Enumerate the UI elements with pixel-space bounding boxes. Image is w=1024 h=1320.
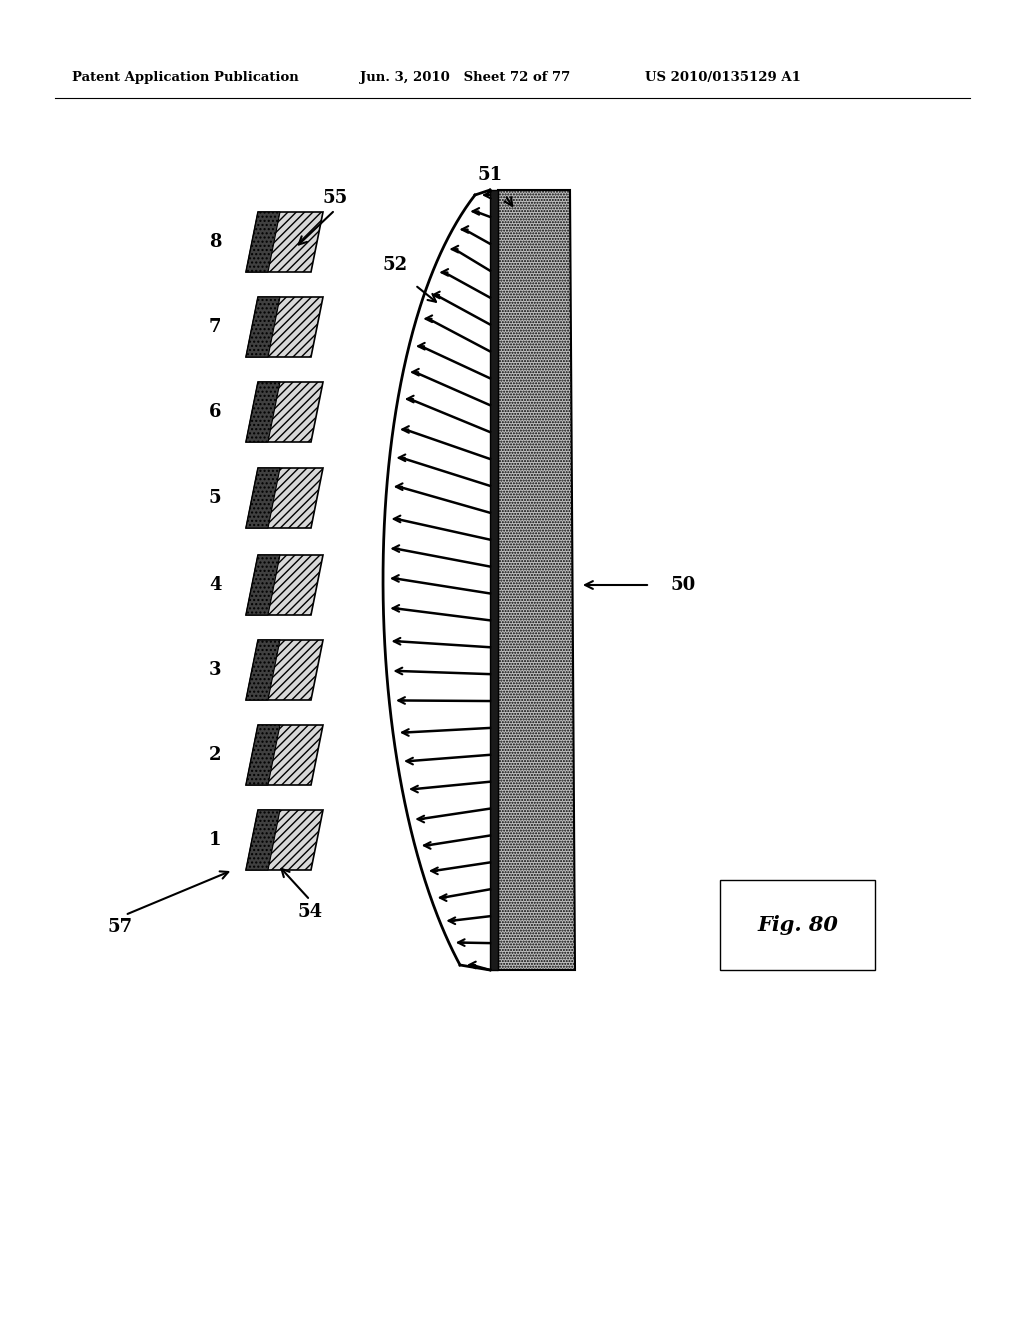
Polygon shape [246,297,280,356]
Polygon shape [246,554,323,615]
Polygon shape [246,725,323,785]
Polygon shape [246,640,280,700]
Text: 52: 52 [382,256,408,275]
Text: 2: 2 [209,746,221,764]
Text: 55: 55 [323,189,347,207]
Polygon shape [246,810,280,870]
Text: US 2010/0135129 A1: US 2010/0135129 A1 [645,71,801,84]
Text: 5: 5 [209,488,221,507]
Polygon shape [246,810,323,870]
Polygon shape [246,381,323,442]
Text: Jun. 3, 2010   Sheet 72 of 77: Jun. 3, 2010 Sheet 72 of 77 [360,71,570,84]
Text: 54: 54 [297,903,323,921]
Polygon shape [490,190,498,970]
Polygon shape [383,190,490,970]
Text: 7: 7 [209,318,221,337]
Text: 4: 4 [209,576,221,594]
Text: 6: 6 [209,403,221,421]
Polygon shape [246,213,280,272]
Polygon shape [246,297,323,356]
Text: 1: 1 [209,832,221,849]
Polygon shape [246,640,323,700]
Polygon shape [246,725,280,785]
Polygon shape [246,469,323,528]
Polygon shape [246,381,280,442]
Text: Patent Application Publication: Patent Application Publication [72,71,299,84]
Polygon shape [246,213,323,272]
Polygon shape [498,190,575,970]
Text: 57: 57 [108,917,132,936]
Polygon shape [246,469,280,528]
Bar [720,880,874,970]
Text: 51: 51 [477,166,503,183]
Text: Fig. 80: Fig. 80 [757,915,838,935]
Text: 50: 50 [670,576,695,594]
Text: 8: 8 [209,234,221,251]
Polygon shape [246,554,280,615]
Text: 3: 3 [209,661,221,678]
